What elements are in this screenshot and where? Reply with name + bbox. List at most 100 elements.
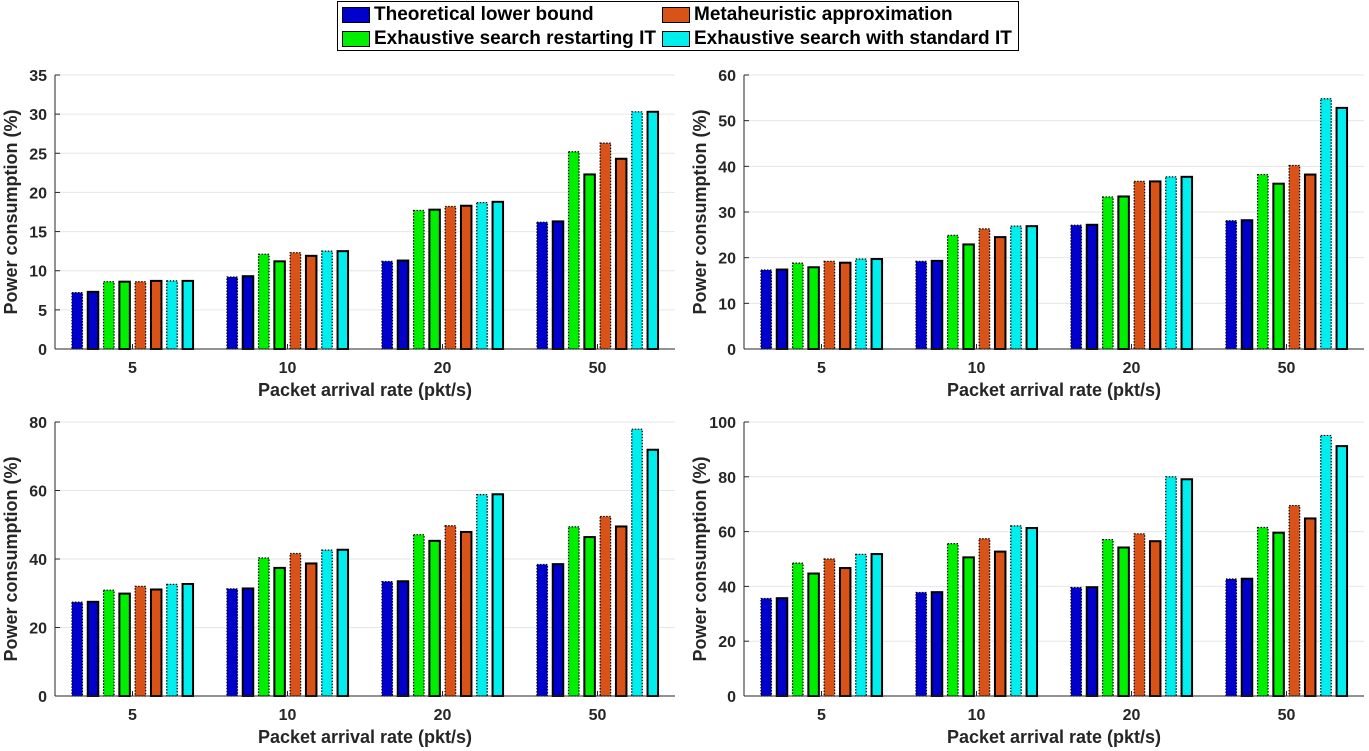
y-axis-label: Power consumption (%) [1, 456, 21, 661]
bar-exh-restart-b-20 [428, 208, 441, 350]
bar-meta-a-5 [134, 281, 147, 350]
y-tick-label: 60 [29, 484, 47, 501]
y-tick-label: 50 [718, 114, 736, 131]
bar-lower-bound-a-50 [536, 221, 549, 350]
bar-exh-restart-a-50 [567, 151, 580, 350]
y-tick-label: 5 [38, 303, 47, 320]
bar-exh-standard-a-10 [321, 549, 333, 697]
y-tick-label: 100 [709, 415, 736, 432]
x-axis-label: Packet arrival rate (pkt/s) [258, 727, 472, 747]
y-tick-label: 25 [29, 146, 47, 163]
bar-exh-standard-b-20 [1180, 478, 1194, 697]
bar-meta-b-50 [614, 157, 628, 350]
bar-meta-b-50 [1303, 173, 1317, 351]
legend-label-metaheuristic: Metaheuristic approximation [694, 4, 953, 25]
legend-label-exhaustive-restarting: Exhaustive search restarting IT [374, 28, 656, 49]
bar-exh-restart-b-5 [807, 572, 820, 697]
bar-exh-standard-b-5 [870, 258, 884, 350]
bar-exh-standard-a-20 [476, 494, 488, 697]
y-tick-label: 80 [718, 470, 736, 487]
bar-lower-bound-a-5 [760, 597, 773, 697]
bar-exh-restart-a-10 [946, 234, 959, 350]
bar-exh-standard-a-5 [855, 553, 867, 697]
bar-exh-standard-a-10 [1010, 225, 1022, 350]
bar-meta-a-50 [599, 142, 612, 350]
bar-lower-bound-b-10 [241, 587, 255, 697]
y-tick-label: 10 [718, 296, 736, 313]
bar-lower-bound-b-5 [86, 290, 100, 350]
bar-lower-bound-b-10 [930, 259, 944, 350]
bar-lower-bound-b-20 [396, 580, 410, 697]
bar-meta-b-10 [304, 254, 318, 350]
y-tick-label: 30 [718, 205, 736, 222]
bar-meta-a-20 [444, 205, 457, 350]
bar-meta-a-20 [1133, 533, 1146, 697]
bar-lower-bound-b-10 [930, 591, 944, 698]
bar-exh-restart-a-50 [1256, 526, 1269, 697]
bar-meta-b-5 [149, 588, 163, 697]
legend-label-exhaustive-standard: Exhaustive search with standard IT [694, 28, 1012, 49]
bar-exh-standard-b-10 [336, 548, 350, 697]
chart-bottom-right: 0 20 40 60 80 100 5 10 20 50 Packet arrival rate (… [690, 415, 1364, 747]
bar-exh-restart-b-10 [962, 556, 975, 697]
x-tick-label: 50 [589, 360, 607, 377]
bar-exh-standard-a-50 [1320, 434, 1332, 697]
bar-meta-b-20 [1148, 540, 1162, 697]
bar-exh-restart-b-5 [807, 266, 820, 350]
y-tick-label: 40 [29, 552, 47, 569]
bar-lower-bound-a-50 [536, 563, 549, 697]
x-axis-label: Packet arrival rate (pkt/s) [947, 380, 1161, 400]
y-tick-label: 10 [29, 264, 47, 281]
y-tick-label: 0 [727, 689, 736, 706]
bar-exh-standard-a-20 [1165, 176, 1177, 350]
legend-swatch-theoretical [342, 7, 370, 23]
bar-meta-a-10 [289, 252, 302, 350]
bar-exh-standard-b-10 [1025, 527, 1039, 698]
x-tick-label: 20 [1123, 360, 1141, 377]
bar-exh-standard-b-5 [181, 583, 195, 697]
bar-meta-a-5 [823, 260, 836, 350]
x-tick-label: 20 [434, 707, 452, 724]
bar-exh-restart-a-20 [1101, 538, 1114, 697]
y-tick-label: 15 [29, 225, 47, 242]
legend-swatch-exhaustive-restarting [342, 31, 370, 47]
bar-lower-bound-a-10 [226, 588, 239, 697]
y-tick-label: 60 [718, 68, 736, 85]
y-axis-label: Power consumption (%) [690, 456, 710, 661]
y-tick-label: 20 [29, 185, 47, 202]
bar-meta-b-5 [838, 567, 852, 698]
bar-lower-bound-a-10 [226, 276, 239, 350]
bar-exh-restart-b-50 [583, 173, 596, 351]
bar-meta-b-20 [1148, 180, 1162, 350]
bar-exh-standard-b-50 [1335, 106, 1349, 350]
bar-meta-b-20 [459, 204, 473, 350]
bar-exh-restart-b-50 [583, 536, 596, 697]
bar-lower-bound-a-10 [915, 591, 928, 697]
bar-exh-standard-b-50 [646, 110, 660, 351]
bar-exh-standard-a-5 [166, 280, 178, 350]
bar-meta-a-20 [1133, 180, 1146, 350]
bar-meta-b-5 [149, 279, 163, 351]
bar-exh-restart-a-5 [791, 262, 804, 350]
y-tick-label: 35 [29, 68, 47, 85]
bar-lower-bound-b-50 [551, 220, 565, 350]
bar-lower-bound-b-50 [551, 563, 565, 697]
x-tick-label: 10 [968, 360, 986, 377]
bar-lower-bound-b-20 [1085, 586, 1099, 697]
bar-meta-b-50 [1303, 517, 1317, 697]
y-tick-label: 0 [38, 342, 47, 359]
bar-lower-bound-b-20 [1085, 223, 1099, 350]
x-tick-label: 10 [279, 707, 297, 724]
bar-exh-restart-b-50 [1272, 531, 1285, 697]
y-tick-label: 20 [718, 634, 736, 651]
legend-swatch-metaheuristic [662, 7, 690, 23]
bar-exh-restart-a-20 [412, 534, 425, 697]
bar-exh-restart-a-10 [257, 253, 270, 350]
bar-exh-restart-b-5 [118, 280, 131, 350]
bar-exh-standard-a-50 [631, 428, 643, 697]
bar-exh-restart-a-5 [102, 281, 115, 350]
bar-exh-standard-a-5 [166, 583, 178, 697]
bar-exh-standard-b-50 [646, 448, 660, 698]
bar-exh-restart-a-50 [1256, 173, 1269, 350]
chart-top-right: 0 10 20 30 40 50 60 5 10 20 50 Packet arrival rate … [690, 68, 1364, 400]
